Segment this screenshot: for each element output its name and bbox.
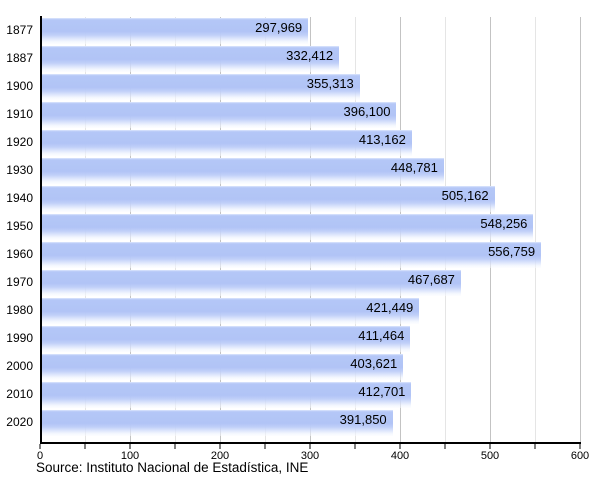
source-note: Source: Instituto Nacional de Estadístic… xyxy=(36,460,309,475)
x-axis-tick-label: 300 xyxy=(300,450,320,462)
x-axis-tick xyxy=(309,444,311,449)
year-label: 1877 xyxy=(6,23,33,37)
chart-row: 1887 332,412 xyxy=(6,45,580,73)
bar: 505,162 xyxy=(40,186,495,212)
chart-row: 2000 403,621 xyxy=(6,353,580,381)
bar-value-label: 505,162 xyxy=(441,188,489,203)
chart-row: 1920 413,162 xyxy=(6,129,580,157)
year-label: 1940 xyxy=(6,191,33,205)
bar: 548,256 xyxy=(40,214,534,240)
bar: 412,701 xyxy=(40,382,412,408)
bar-value-label: 403,621 xyxy=(350,356,398,371)
x-axis-tick xyxy=(489,444,491,449)
x-axis-line xyxy=(40,442,581,444)
x-axis-tick xyxy=(579,444,581,449)
year-label: 1887 xyxy=(6,51,33,65)
minor-gridline xyxy=(535,17,536,442)
chart-row: 1950 548,256 xyxy=(6,213,580,241)
bar-value-label: 467,687 xyxy=(407,272,455,287)
chart-row: 1960 556,759 xyxy=(6,241,580,269)
year-label: 1920 xyxy=(6,135,33,149)
x-axis-tick-label: 200 xyxy=(210,450,230,462)
x-axis-tick xyxy=(444,444,446,449)
bar: 448,781 xyxy=(40,158,444,184)
bar-value-label: 548,256 xyxy=(480,216,528,231)
bar-value-label: 297,969 xyxy=(255,20,303,35)
bar-value-label: 355,313 xyxy=(306,76,354,91)
chart-row: 1980 421,449 xyxy=(6,297,580,325)
chart-row: 1900 355,313 xyxy=(6,73,580,101)
chart-row: 1940 505,162 xyxy=(6,185,580,213)
y-axis-line xyxy=(40,16,42,443)
bar: 411,464 xyxy=(40,326,411,352)
year-label: 1900 xyxy=(6,79,33,93)
x-axis-tick xyxy=(84,444,86,449)
x-axis-tick xyxy=(39,444,41,449)
year-label: 2000 xyxy=(6,359,33,373)
bar-value-label: 412,701 xyxy=(358,384,406,399)
x-axis-tick xyxy=(354,444,356,449)
bar-value-label: 421,449 xyxy=(366,300,414,315)
year-label: 1970 xyxy=(6,275,33,289)
year-label: 2020 xyxy=(6,415,33,429)
bar: 355,313 xyxy=(40,74,360,100)
bar-value-label: 413,162 xyxy=(358,132,406,147)
bar-value-label: 332,412 xyxy=(286,48,334,63)
x-axis-tick xyxy=(399,444,401,449)
bar: 297,969 xyxy=(40,18,309,44)
bar-value-label: 396,100 xyxy=(343,104,391,119)
bar-value-label: 556,759 xyxy=(488,244,536,259)
bar: 391,850 xyxy=(40,410,393,436)
major-gridline xyxy=(580,17,581,442)
chart-row: 1930 448,781 xyxy=(6,157,580,185)
bar: 467,687 xyxy=(40,270,461,296)
bar: 421,449 xyxy=(40,298,420,324)
year-label: 1950 xyxy=(6,219,33,233)
x-axis: 0 100 200 300 400 500 600 xyxy=(36,444,589,474)
year-label: 1990 xyxy=(6,331,33,345)
x-axis-tick-label: 400 xyxy=(390,450,410,462)
bar: 403,621 xyxy=(40,354,404,380)
x-axis-tick xyxy=(534,444,536,449)
year-label: 1980 xyxy=(6,303,33,317)
bar-value-label: 448,781 xyxy=(390,160,438,175)
year-label: 1960 xyxy=(6,247,33,261)
x-axis-tick xyxy=(174,444,176,449)
x-axis-tick-label: 0 xyxy=(36,450,44,462)
x-axis-tick xyxy=(264,444,266,449)
chart-row: 1910 396,100 xyxy=(6,101,580,129)
chart-row: 1970 467,687 xyxy=(6,269,580,297)
year-label: 1930 xyxy=(6,163,33,177)
x-axis-tick xyxy=(129,444,131,449)
plot-area: 1877 297,969 1887 332,412 1900 355,313 1910 396… xyxy=(6,17,581,442)
bar: 413,162 xyxy=(40,130,412,156)
year-label: 2010 xyxy=(6,387,33,401)
x-axis-tick-label: 100 xyxy=(120,450,140,462)
x-axis-tick-label: 600 xyxy=(570,450,590,462)
year-label: 1910 xyxy=(6,107,33,121)
chart-row: 2010 412,701 xyxy=(6,381,580,409)
bar-rows: 1877 297,969 1887 332,412 1900 355,313 1910 396… xyxy=(6,17,580,437)
x-axis-tick xyxy=(219,444,221,449)
bar: 396,100 xyxy=(40,102,397,128)
bar-value-label: 391,850 xyxy=(339,412,387,427)
chart-row: 2020 391,850 xyxy=(6,409,580,437)
bar: 332,412 xyxy=(40,46,340,72)
chart-row: 1990 411,464 xyxy=(6,325,580,353)
bar-value-label: 411,464 xyxy=(358,328,405,343)
chart-row: 1877 297,969 xyxy=(6,17,580,45)
bar: 556,759 xyxy=(40,242,542,268)
x-axis-tick-label: 500 xyxy=(480,450,500,462)
